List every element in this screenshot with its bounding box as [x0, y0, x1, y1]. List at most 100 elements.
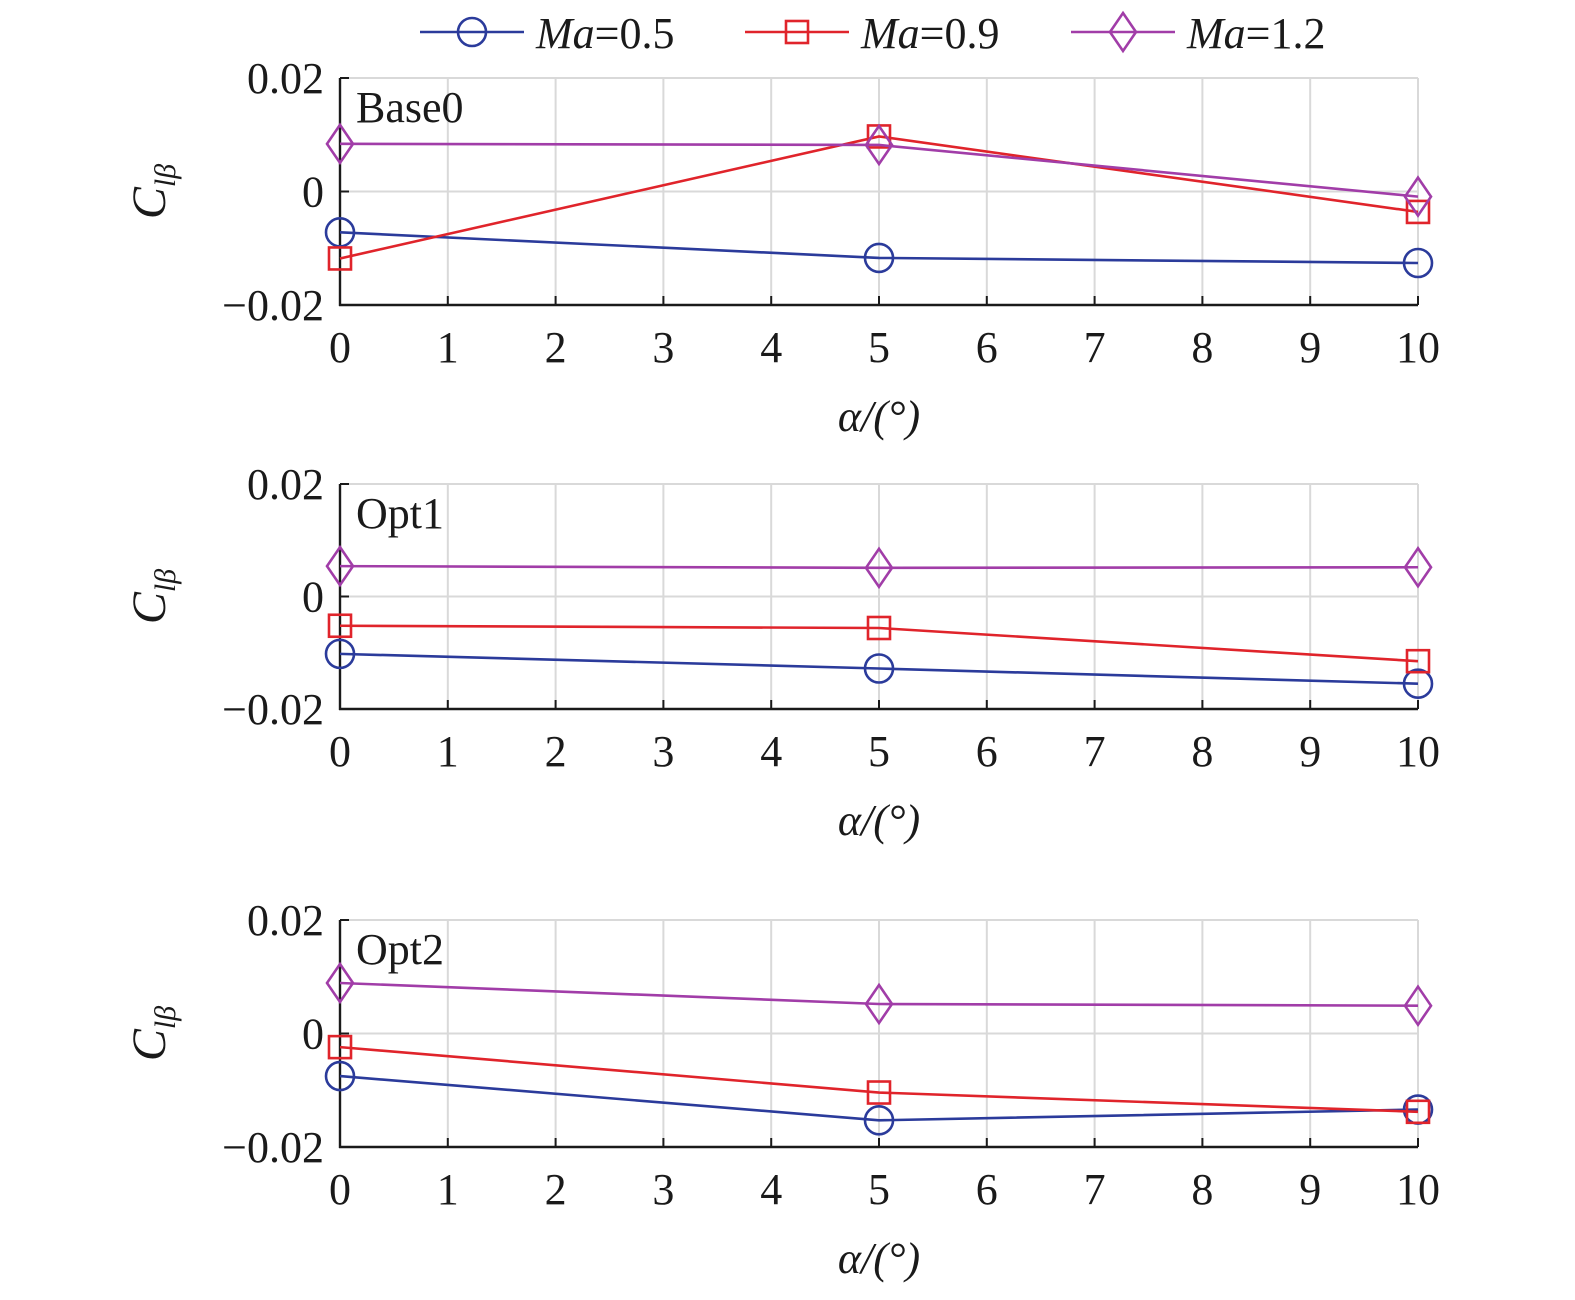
legend-marker-circle [456, 16, 488, 48]
legend-marker-diamond [1108, 10, 1138, 54]
x-tick-label: 1 [437, 727, 459, 776]
x-axis-title: α/(°) [838, 392, 920, 441]
data-point-circle [863, 242, 895, 274]
x-tick-label: 4 [760, 323, 782, 372]
legend-item: Ma=0.5 [420, 9, 674, 58]
series-line [339, 624, 1419, 663]
data-point-square [1405, 199, 1431, 225]
x-tick-label: 8 [1191, 727, 1213, 776]
x-tick-label: 7 [1084, 727, 1106, 776]
x-tick-label: 7 [1084, 323, 1106, 372]
series-ma-0-5 [324, 638, 1434, 699]
data-point-diamond [864, 123, 894, 167]
data-point-square [866, 1080, 892, 1105]
x-tick-label: 6 [976, 1165, 998, 1214]
y-axis-title-sub: lβ [149, 1006, 182, 1029]
x-tick-label: 6 [976, 727, 998, 776]
data-point-square [327, 613, 353, 639]
y-axis-title: Clβ [123, 1006, 182, 1061]
panel-label: Base0 [356, 83, 464, 132]
legend-item: Ma=1.2 [1071, 9, 1325, 58]
series-line [339, 142, 1419, 198]
x-tick-label: 10 [1396, 727, 1440, 776]
x-tick-label: 2 [545, 1165, 567, 1214]
x-tick-label: 7 [1084, 1165, 1106, 1214]
x-tick-label: 3 [652, 1165, 674, 1214]
data-point-square [1405, 1099, 1431, 1125]
data-point-diamond [1403, 175, 1433, 218]
x-tick-label: 2 [545, 323, 567, 372]
series-line [339, 1045, 1419, 1114]
data-point-circle [863, 1105, 895, 1136]
data-point-square [327, 1034, 353, 1060]
x-axis-title: α/(°) [838, 1234, 920, 1283]
x-tick-label: 5 [868, 323, 890, 372]
x-tick-label: 5 [868, 1165, 890, 1214]
data-point-diamond [325, 544, 355, 588]
x-tick-label: 4 [760, 727, 782, 776]
legend-label: Ma=1.2 [1186, 9, 1325, 58]
x-tick-label: 5 [868, 727, 890, 776]
x-tick-label: 9 [1299, 323, 1321, 372]
legend: Ma=0.5 Ma=0.9 Ma=1.2 [420, 9, 1325, 58]
data-point-diamond [325, 961, 355, 1005]
series-ma-0-9 [327, 124, 1431, 271]
data-point-square [866, 615, 892, 641]
y-tick-label: −0.02 [222, 281, 324, 330]
x-tick-label: 0 [329, 323, 351, 372]
y-axis-title-main: C [123, 1028, 176, 1061]
data-point-circle [324, 1060, 356, 1092]
y-axis-title-sub: lβ [149, 569, 182, 592]
series-ma-1-2 [325, 961, 1433, 1027]
series-line [339, 231, 1419, 265]
x-tick-label: 4 [760, 1165, 782, 1214]
legend-label-var: Ma [860, 9, 920, 58]
x-tick-label: 10 [1396, 1165, 1440, 1214]
y-tick-label: −0.02 [222, 1123, 324, 1172]
data-point-diamond [1403, 984, 1433, 1027]
legend-label-value: =1.2 [1246, 9, 1326, 58]
y-axis-title-main: C [123, 591, 176, 624]
data-point-circle [1402, 668, 1434, 699]
x-tick-label: 0 [329, 1165, 351, 1214]
data-point-diamond [864, 546, 894, 590]
x-tick-label: 0 [329, 727, 351, 776]
x-tick-label: 9 [1299, 1165, 1321, 1214]
series-line [339, 1074, 1419, 1122]
legend-label: Ma=0.5 [535, 9, 674, 58]
x-tick-label: 10 [1396, 323, 1440, 372]
legend-label-value: =0.5 [595, 9, 675, 58]
y-tick-label: 0 [302, 573, 324, 622]
data-point-circle [863, 653, 895, 684]
data-point-diamond [1403, 545, 1433, 589]
x-tick-label: 6 [976, 323, 998, 372]
y-tick-label: 0.02 [247, 54, 324, 103]
y-axis-title-sub: lβ [149, 164, 182, 187]
data-point-square [327, 246, 353, 271]
series-line [339, 564, 1419, 570]
x-tick-label: 1 [437, 1165, 459, 1214]
x-tick-label: 1 [437, 323, 459, 372]
data-point-square [1405, 648, 1431, 674]
x-tick-label: 3 [652, 323, 674, 372]
legend-marker-square [784, 19, 810, 45]
panel-label: Opt2 [356, 925, 444, 974]
x-axis-title: α/(°) [838, 796, 920, 845]
x-tick-label: 8 [1191, 323, 1213, 372]
y-axis-title: Clβ [123, 164, 182, 219]
y-tick-label: 0.02 [247, 460, 324, 509]
series-line [339, 135, 1419, 260]
y-tick-label: 0.02 [247, 896, 324, 945]
y-axis-title-main: C [123, 186, 176, 219]
series-ma-1-2 [325, 122, 1433, 218]
x-tick-label: 9 [1299, 727, 1321, 776]
legend-label: Ma=0.9 [860, 9, 999, 58]
series-ma-0-5 [324, 1060, 1434, 1136]
legend-label-var: Ma [1186, 9, 1246, 58]
x-tick-label: 3 [652, 727, 674, 776]
data-point-diamond [864, 982, 894, 1026]
data-point-circle [324, 638, 356, 670]
series-line [339, 981, 1419, 1007]
